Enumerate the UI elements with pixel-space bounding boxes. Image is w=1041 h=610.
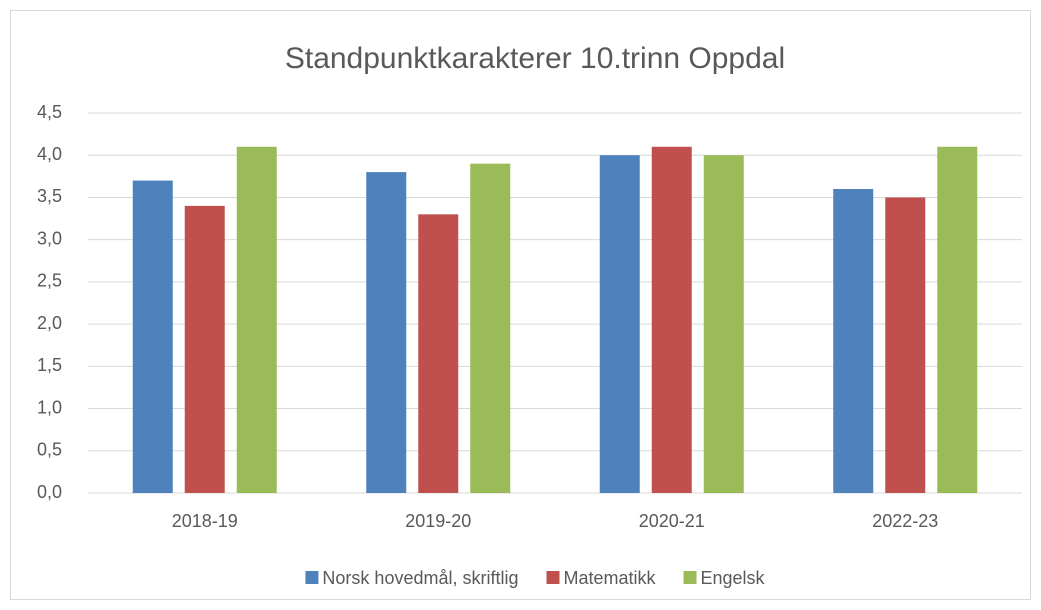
bar bbox=[366, 172, 407, 493]
y-tick-label: 4,0 bbox=[37, 144, 62, 164]
y-tick-label: 2,5 bbox=[37, 271, 62, 291]
y-tick-label: 3,0 bbox=[37, 228, 62, 248]
bar bbox=[184, 205, 225, 493]
y-tick-label: 2,0 bbox=[37, 313, 62, 333]
x-tick-label: 2022-23 bbox=[872, 511, 938, 531]
x-tick-label: 2019-20 bbox=[405, 511, 471, 531]
chart-title: Standpunktkarakterer 10.trinn Oppdal bbox=[285, 42, 785, 75]
y-tick-label: 1,0 bbox=[37, 397, 62, 417]
y-tick-label: 0,5 bbox=[37, 440, 62, 460]
bar bbox=[470, 163, 511, 493]
y-tick-label: 0,0 bbox=[37, 482, 62, 502]
bar bbox=[703, 155, 744, 493]
bar bbox=[651, 146, 692, 493]
legend-label: Engelsk bbox=[701, 568, 766, 588]
y-tick-label: 1,5 bbox=[37, 355, 62, 375]
y-tick-label: 4,5 bbox=[37, 102, 62, 122]
y-tick-label: 3,5 bbox=[37, 186, 62, 206]
legend-label: Norsk hovedmål, skriftlig bbox=[322, 568, 518, 588]
x-tick-label: 2020-21 bbox=[639, 511, 705, 531]
bar bbox=[833, 189, 874, 493]
legend-swatch bbox=[683, 571, 697, 584]
legend-swatch bbox=[305, 571, 319, 584]
bar bbox=[937, 146, 978, 493]
bar bbox=[599, 155, 640, 493]
legend-label: Matematikk bbox=[563, 568, 656, 588]
bar bbox=[132, 180, 173, 494]
bar bbox=[885, 197, 926, 493]
bar bbox=[418, 214, 459, 494]
x-tick-label: 2018-19 bbox=[172, 511, 238, 531]
legend-swatch bbox=[546, 571, 560, 584]
bar bbox=[236, 146, 277, 493]
